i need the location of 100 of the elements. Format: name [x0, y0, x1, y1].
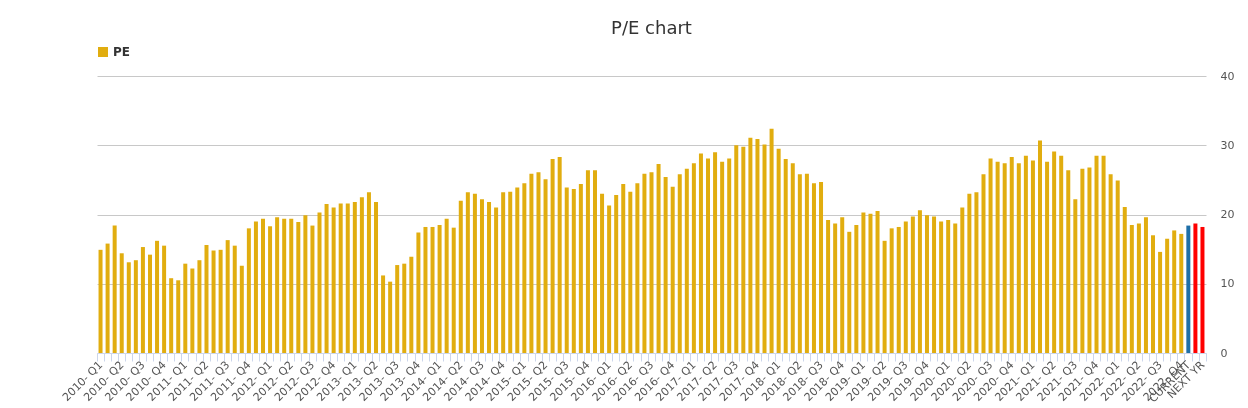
bar — [543, 179, 548, 353]
bar — [677, 174, 682, 353]
chart-title: P/E chart — [611, 17, 692, 38]
bar — [444, 218, 449, 353]
bar — [868, 213, 873, 353]
bar — [366, 192, 371, 353]
bar — [578, 184, 583, 353]
bar — [910, 216, 915, 353]
bar — [783, 159, 788, 353]
bar — [197, 260, 202, 353]
bar — [635, 183, 640, 353]
bar — [1066, 170, 1071, 353]
bar — [289, 218, 294, 353]
bar — [147, 254, 152, 353]
bar — [840, 217, 845, 353]
y-tick-label: 20 — [1220, 208, 1235, 221]
bar — [133, 260, 138, 353]
bar — [282, 218, 287, 353]
bar — [649, 172, 654, 353]
bar — [119, 253, 124, 353]
bar — [487, 202, 492, 353]
bar — [268, 226, 273, 353]
bar — [458, 200, 463, 353]
bar — [105, 243, 110, 353]
bar — [381, 275, 386, 353]
bar — [804, 173, 809, 353]
bar — [261, 218, 265, 353]
bar — [600, 193, 605, 353]
bar — [218, 249, 223, 353]
bar — [875, 211, 880, 353]
bar — [1023, 155, 1028, 353]
bar — [112, 225, 117, 353]
bar — [797, 174, 802, 353]
bar — [974, 192, 979, 353]
bar — [826, 220, 831, 353]
bar — [338, 203, 343, 353]
bar — [981, 174, 986, 353]
bar — [1009, 157, 1014, 353]
bar — [1136, 223, 1141, 353]
bar — [621, 184, 626, 353]
bar — [1165, 238, 1170, 353]
bar — [960, 207, 965, 353]
y-tick-label: 30 — [1220, 138, 1235, 152]
bar — [155, 240, 160, 353]
bar — [296, 222, 301, 353]
bar — [585, 170, 590, 353]
bar — [1115, 180, 1120, 353]
bar — [211, 250, 216, 353]
bar — [275, 217, 280, 353]
bar — [246, 228, 251, 353]
bar — [741, 146, 746, 353]
bar — [614, 195, 619, 353]
bar — [239, 265, 244, 353]
bar — [762, 144, 767, 353]
bar — [501, 192, 506, 353]
bar — [253, 221, 258, 353]
bar — [310, 225, 315, 353]
bar — [896, 226, 901, 353]
bar — [713, 152, 718, 353]
bar — [939, 221, 944, 353]
bar — [494, 207, 499, 353]
bar — [225, 240, 230, 353]
bar — [861, 212, 866, 353]
bar — [529, 173, 534, 353]
bar — [324, 204, 329, 353]
bar — [769, 128, 774, 353]
bar — [472, 193, 477, 353]
bar — [98, 249, 103, 353]
bar — [720, 161, 725, 353]
bar — [1045, 161, 1050, 353]
bar — [967, 193, 972, 353]
bar — [176, 280, 181, 353]
bar — [1073, 199, 1078, 353]
bar — [183, 263, 188, 353]
bar — [1101, 155, 1106, 353]
bar — [126, 262, 131, 353]
bar — [1002, 163, 1007, 353]
bar — [430, 226, 435, 353]
bar — [706, 158, 711, 353]
bar — [388, 281, 393, 353]
bar — [656, 163, 661, 353]
bar — [903, 221, 908, 353]
bar — [819, 181, 824, 353]
bar — [592, 170, 597, 353]
bar — [374, 202, 379, 353]
legend-label: PE — [113, 45, 130, 59]
bar — [691, 163, 696, 353]
bar — [946, 220, 951, 353]
bar — [1030, 160, 1035, 353]
bar — [776, 148, 781, 353]
bar — [416, 232, 421, 353]
bar — [988, 158, 993, 353]
bar — [854, 224, 859, 353]
bar — [522, 183, 527, 353]
bar — [953, 223, 958, 353]
bar — [1038, 140, 1042, 353]
bar — [331, 207, 336, 353]
bar — [140, 247, 145, 353]
bar — [932, 216, 937, 353]
y-tick-label: 10 — [1220, 277, 1235, 291]
